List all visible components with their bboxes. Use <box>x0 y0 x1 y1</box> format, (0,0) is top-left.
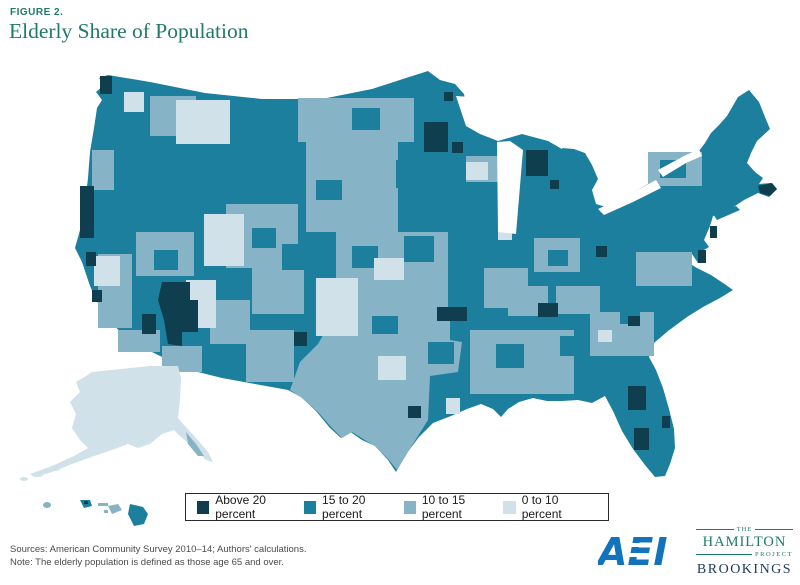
sources-line: Sources: American Community Survey 2010–… <box>10 544 307 555</box>
legend-label-above-20: Above 20 percent <box>215 493 266 521</box>
hamilton-the: THE <box>736 526 753 533</box>
alaska-inset <box>20 366 213 481</box>
aei-logo-text: AEI <box>598 531 668 573</box>
legend-swatch-15-20 <box>303 500 317 514</box>
hamilton-rule-right <box>755 529 794 530</box>
map-patches-15-20 <box>154 108 686 368</box>
legend-label-0-10: 0 to 10 percent <box>521 493 562 521</box>
hamilton-project-word: PROJECT <box>755 551 793 558</box>
map-legend: Above 20 percent 15 to 20 percent 10 to … <box>185 493 609 521</box>
figure-title: Elderly Share of Population <box>9 19 249 43</box>
great-lakes <box>456 96 702 234</box>
hamilton-project-logo: THE HAMILTON PROJECT BROOKINGS <box>696 526 794 578</box>
legend-label-15-20: 15 to 20 percent <box>322 493 366 521</box>
legend-label-10-15: 10 to 15 percent <box>421 493 466 521</box>
hamilton-rule-left <box>696 529 734 530</box>
aei-logo: AEI <box>598 531 668 573</box>
legend-item-10-15: 10 to 15 percent <box>403 493 504 521</box>
legend-item-0-10: 0 to 10 percent <box>503 493 597 521</box>
legend-item-above-20: Above 20 percent <box>197 493 304 521</box>
figure-notes: Sources: American Community Survey 2010–… <box>10 543 306 569</box>
hawaii-inset <box>43 500 148 526</box>
legend-item-15-20: 15 to 20 percent <box>303 493 404 521</box>
hamilton-name: HAMILTON <box>702 534 787 550</box>
note-line: Note: The elderly population is defined … <box>10 557 284 568</box>
legend-swatch-0-10 <box>503 500 516 514</box>
figure-number-label: FIGURE 2. <box>10 7 64 18</box>
map-patches-above-20 <box>80 76 777 450</box>
hamilton-rule-project <box>696 554 753 555</box>
legend-swatch-above-20 <box>197 500 210 514</box>
legend-swatch-10-15 <box>403 500 416 514</box>
brookings-logo: BROOKINGS <box>696 562 793 577</box>
